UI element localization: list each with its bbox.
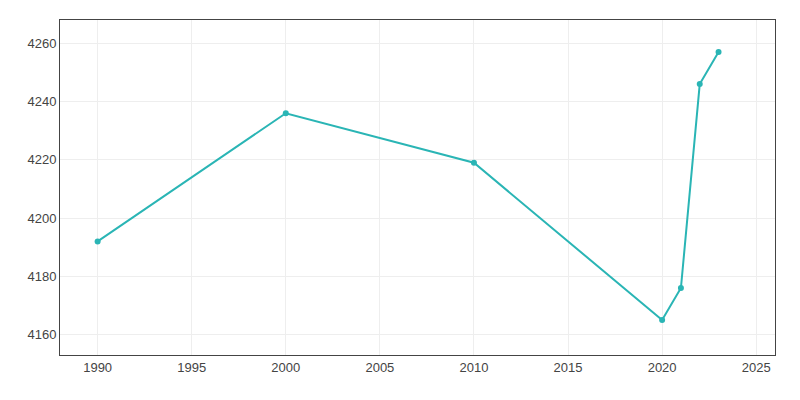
svg-text:2010: 2010 xyxy=(459,360,488,375)
svg-text:2015: 2015 xyxy=(554,360,583,375)
svg-text:1990: 1990 xyxy=(83,360,112,375)
svg-text:4260: 4260 xyxy=(27,36,56,51)
svg-text:4240: 4240 xyxy=(27,94,56,109)
svg-text:2025: 2025 xyxy=(742,360,771,375)
svg-text:4220: 4220 xyxy=(27,152,56,167)
svg-text:4200: 4200 xyxy=(27,211,56,226)
svg-text:2020: 2020 xyxy=(648,360,677,375)
svg-text:1995: 1995 xyxy=(177,360,206,375)
svg-text:2000: 2000 xyxy=(271,360,300,375)
svg-text:4180: 4180 xyxy=(27,269,56,284)
svg-text:4160: 4160 xyxy=(27,327,56,342)
svg-text:2005: 2005 xyxy=(365,360,394,375)
